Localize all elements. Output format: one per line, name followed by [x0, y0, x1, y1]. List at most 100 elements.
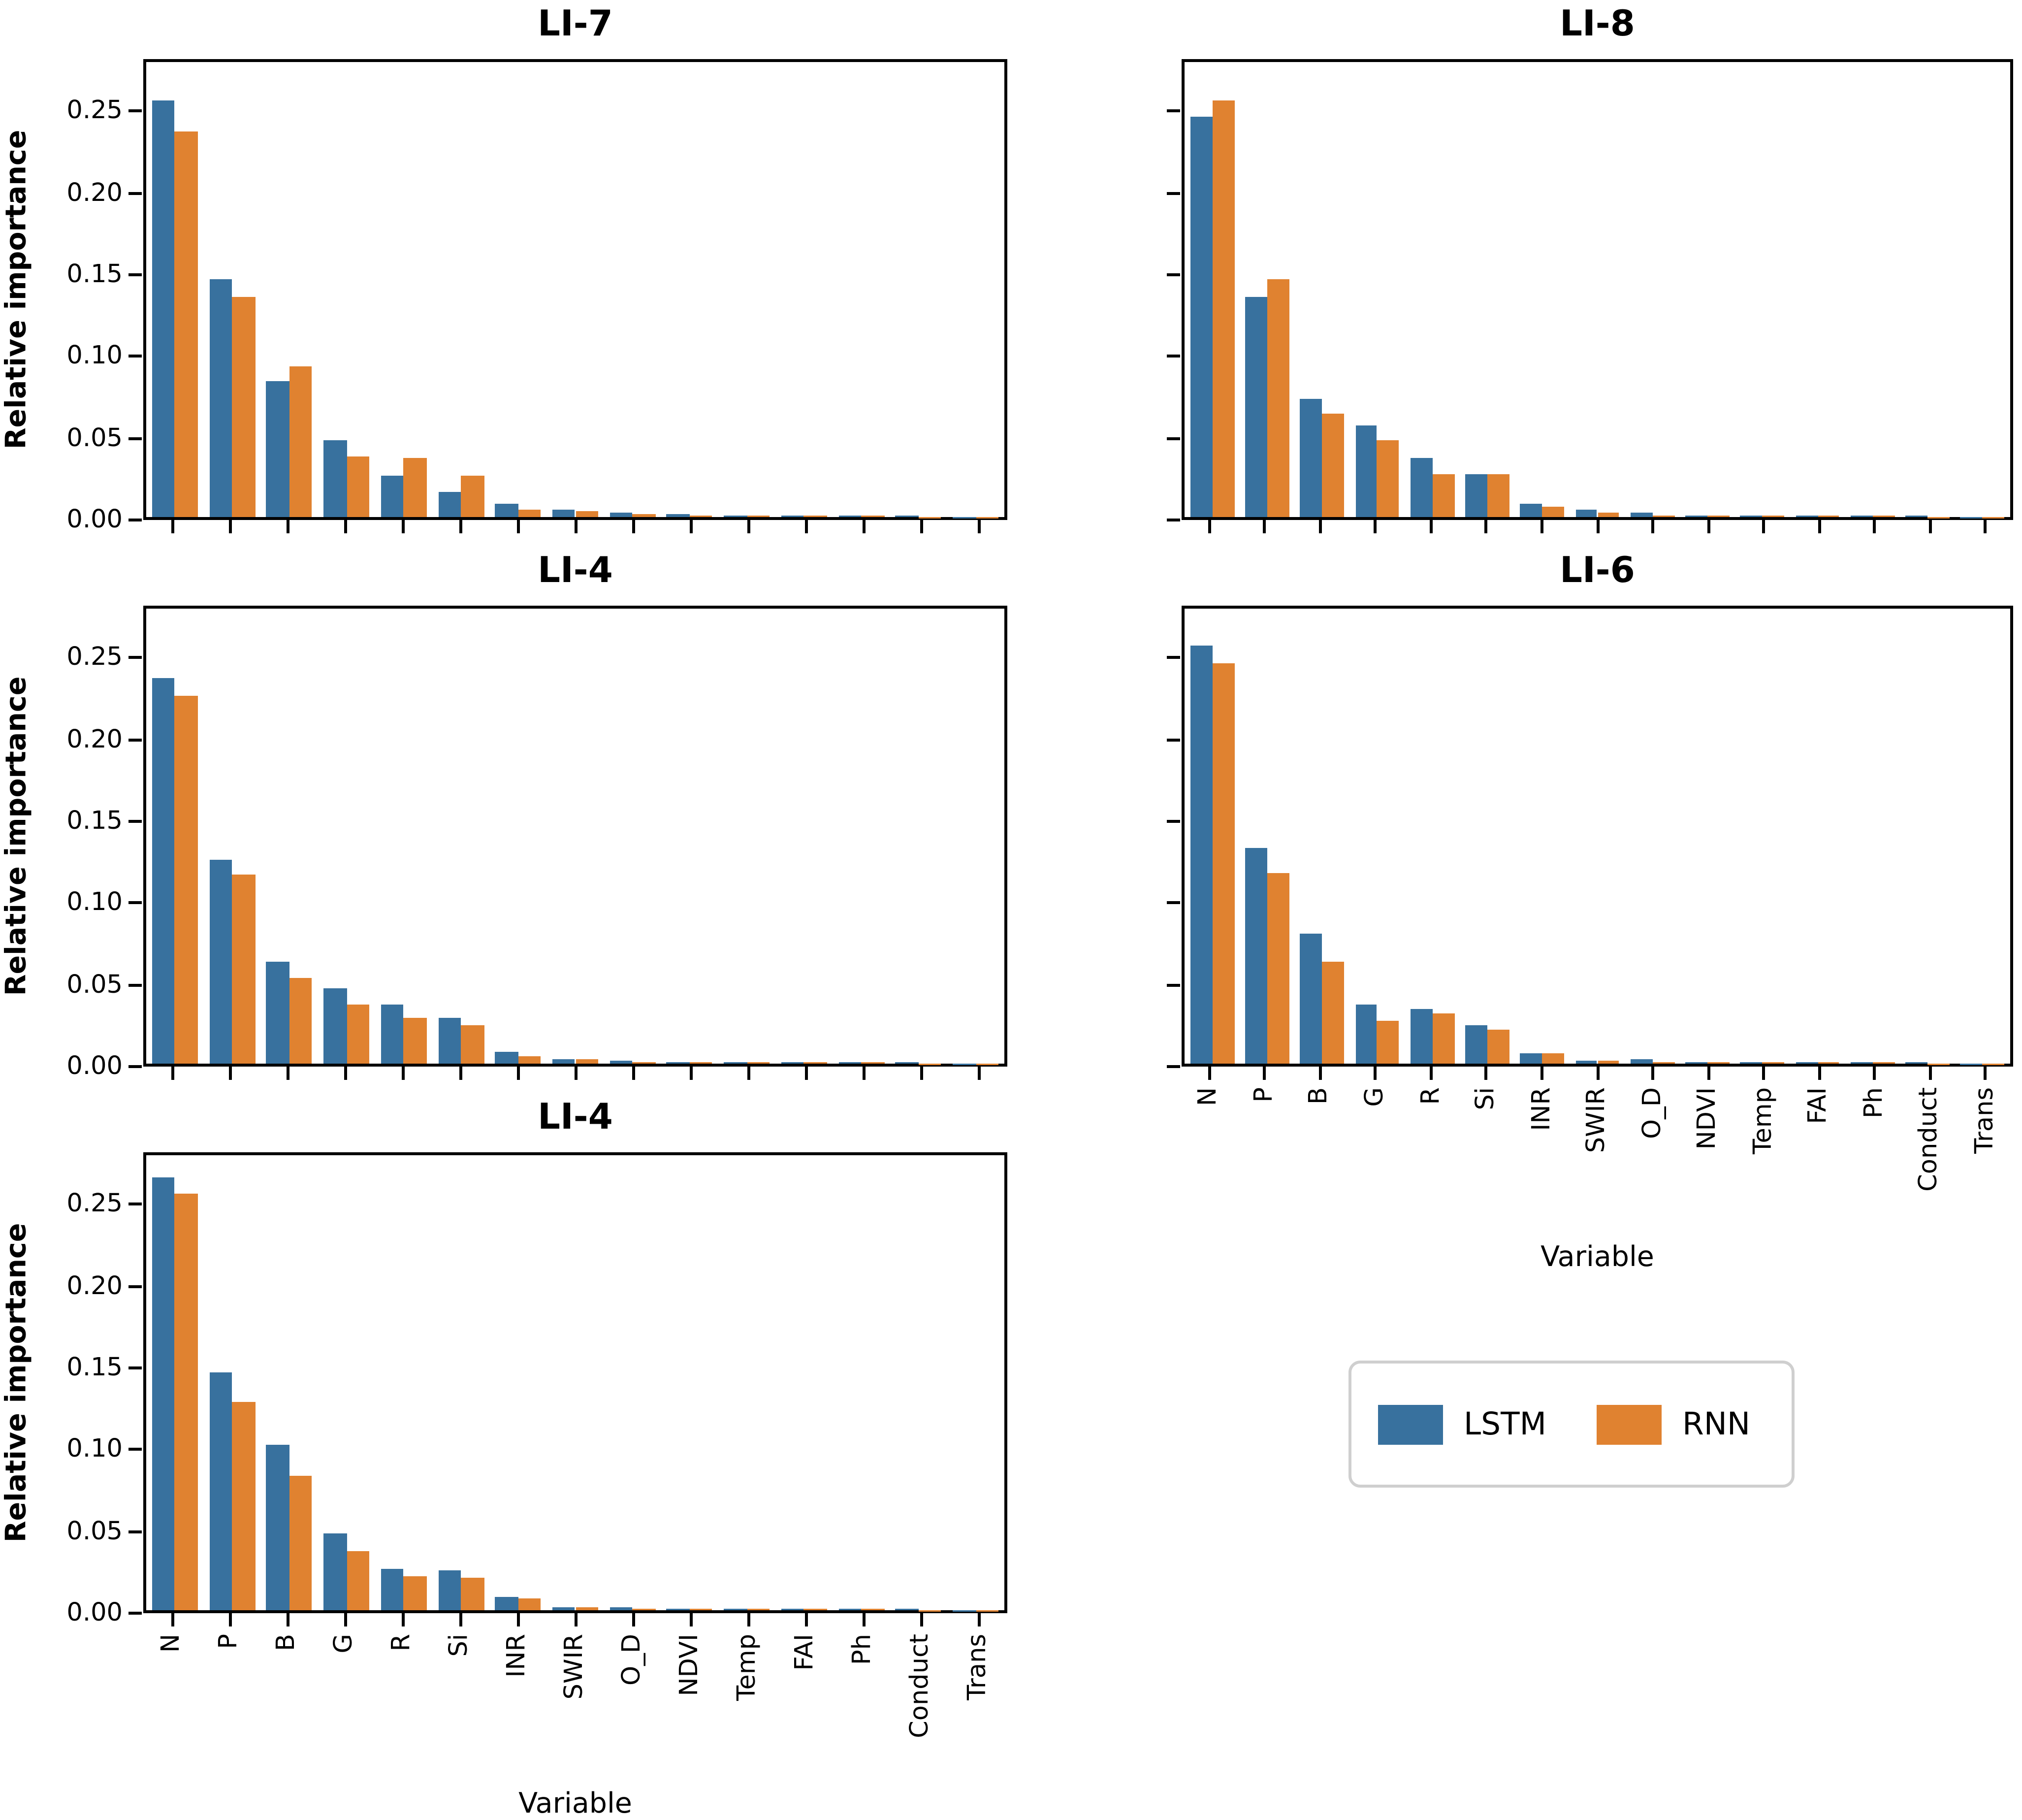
y-tick-mark	[128, 983, 142, 987]
y-tick-label: 0.20	[66, 1271, 123, 1301]
bar-rnn-R	[1432, 473, 1454, 517]
bar-rnn-Conduct	[1927, 1063, 1950, 1064]
bar-lstm-FAI	[1795, 515, 1818, 517]
x-tick-mark	[1762, 520, 1765, 533]
bar-lstm-Si	[1465, 473, 1487, 517]
legend-label-rnn: RNN	[1682, 1406, 1750, 1442]
x-tick-mark	[516, 1613, 519, 1626]
y-tick-mark	[128, 519, 142, 521]
bar-rnn-INR	[518, 1055, 541, 1064]
y-tick-mark	[1167, 110, 1180, 113]
bar-lstm-R	[1410, 1008, 1433, 1064]
x-tick-label-text: B	[272, 1634, 302, 1652]
x-tick-mark	[286, 520, 289, 533]
plot-area-li4-bottom	[143, 1152, 1007, 1613]
bar-lstm-O_D	[610, 1060, 633, 1064]
bar-rnn-FAI	[804, 1608, 827, 1610]
x-tick-mark	[804, 1067, 807, 1080]
bar-rnn-FAI	[804, 1062, 827, 1064]
y-axis-label-text: Relative importance	[0, 676, 32, 996]
x-tick-mark	[1374, 520, 1378, 533]
x-tick-label-R: R	[1415, 1087, 1447, 1105]
x-tick-mark	[631, 520, 635, 533]
x-tick-mark	[458, 1067, 462, 1080]
x-tick-mark	[401, 520, 404, 533]
y-tick-mark	[128, 1530, 142, 1533]
bar-rnn-P	[232, 297, 255, 517]
chart-title-li6: LI-6	[1560, 550, 1635, 591]
bar-rnn-N	[175, 695, 198, 1064]
bar-rnn-INR	[518, 509, 541, 517]
y-tick-mark	[128, 820, 142, 823]
bar-rnn-SWIR	[1597, 512, 1620, 517]
bar-rnn-P	[1267, 280, 1289, 517]
x-tick-label-B: B	[1304, 1087, 1336, 1105]
bar-rnn-SWIR	[575, 1059, 598, 1064]
y-tick-label: 0.00	[66, 505, 123, 535]
y-tick-label: 0.10	[66, 342, 123, 372]
bar-rnn-Ph	[1872, 515, 1895, 517]
y-tick-mark	[128, 437, 142, 440]
x-tick-mark	[919, 1613, 923, 1626]
x-tick-label-text: Ph	[1859, 1087, 1889, 1119]
y-tick-mark	[1167, 192, 1180, 195]
x-tick-mark	[228, 1067, 231, 1080]
bar-lstm-Si	[438, 1018, 461, 1064]
y-tick-mark	[128, 110, 142, 113]
bar-lstm-Ph	[1850, 515, 1873, 517]
x-tick-mark	[977, 1067, 980, 1080]
bar-lstm-P	[1245, 847, 1267, 1064]
chart-li8: LI-8	[1167, 3, 2013, 533]
bar-rnn-Trans	[975, 1063, 999, 1064]
bar-rnn-NDVI	[689, 1608, 713, 1610]
x-tick-mark	[516, 1067, 519, 1080]
x-tick-mark	[1208, 520, 1211, 533]
x-tick-mark	[1984, 520, 1987, 533]
x-tick-mark	[746, 1613, 750, 1626]
bar-rnn-Ph	[1872, 1062, 1895, 1064]
bar-rnn-B	[1322, 414, 1345, 517]
y-tick-mark	[1167, 983, 1180, 987]
bar-rnn-R	[403, 1018, 427, 1064]
x-tick-label-text: N	[1194, 1087, 1224, 1106]
x-tick-label-FAI: FAI	[790, 1634, 822, 1671]
chart-li7: LI-7 Relative importance 0.00 0.05 0.10 0.15 0…	[0, 3, 1007, 533]
x-tick-label-Conduct: Conduct	[905, 1634, 937, 1738]
x-tick-label-Si: Si	[444, 1634, 477, 1657]
x-tick-label-text: P	[214, 1634, 244, 1649]
x-tick-mark	[1651, 520, 1655, 533]
x-tick-mark	[228, 1613, 231, 1626]
bar-rnn-FAI	[1817, 1062, 1840, 1064]
chart-title-li4-bottom: LI-4	[538, 1096, 613, 1138]
bar-lstm-O_D	[610, 1607, 633, 1610]
y-tick-label: 0.20	[66, 178, 123, 208]
x-tick-mark	[574, 1613, 577, 1626]
x-tick-label-Ph: Ph	[847, 1634, 880, 1665]
x-tick-label-text: Temp	[733, 1634, 763, 1701]
y-tick-mark	[128, 1612, 142, 1615]
x-tick-label-text: O_D	[617, 1634, 647, 1686]
bar-lstm-P	[1245, 297, 1267, 517]
bar-rnn-R	[1432, 1013, 1454, 1064]
x-tick-mark	[574, 520, 577, 533]
bar-rnn-G	[346, 1550, 370, 1610]
x-tick-mark	[1318, 520, 1322, 533]
x-tick-mark	[1263, 520, 1266, 533]
bar-lstm-INR	[1520, 1054, 1542, 1064]
bar-lstm-G	[1355, 425, 1378, 517]
bar-lstm-Conduct	[1905, 1063, 1928, 1064]
x-tick-label-text: INR	[1526, 1087, 1556, 1131]
x-tick-mark	[1485, 520, 1488, 533]
y-tick-mark	[128, 656, 142, 660]
x-tick-mark	[1429, 520, 1433, 533]
x-tick-mark	[1928, 520, 1932, 533]
bar-rnn-O_D	[632, 1062, 656, 1064]
bar-lstm-Temp	[724, 1062, 747, 1064]
chart-li4-bottom: LI-4 Relative importance 0.00 0.05 0.10 0.15 0…	[0, 1096, 1007, 1820]
x-tick-label-text: Conduct	[1915, 1087, 1945, 1192]
bar-rnn-Trans	[1983, 1063, 2005, 1064]
x-tick-label-text: FAI	[790, 1634, 820, 1671]
x-tick-mark	[631, 1613, 635, 1626]
x-tick-mark	[401, 1067, 404, 1080]
bar-rnn-SWIR	[575, 1607, 598, 1610]
